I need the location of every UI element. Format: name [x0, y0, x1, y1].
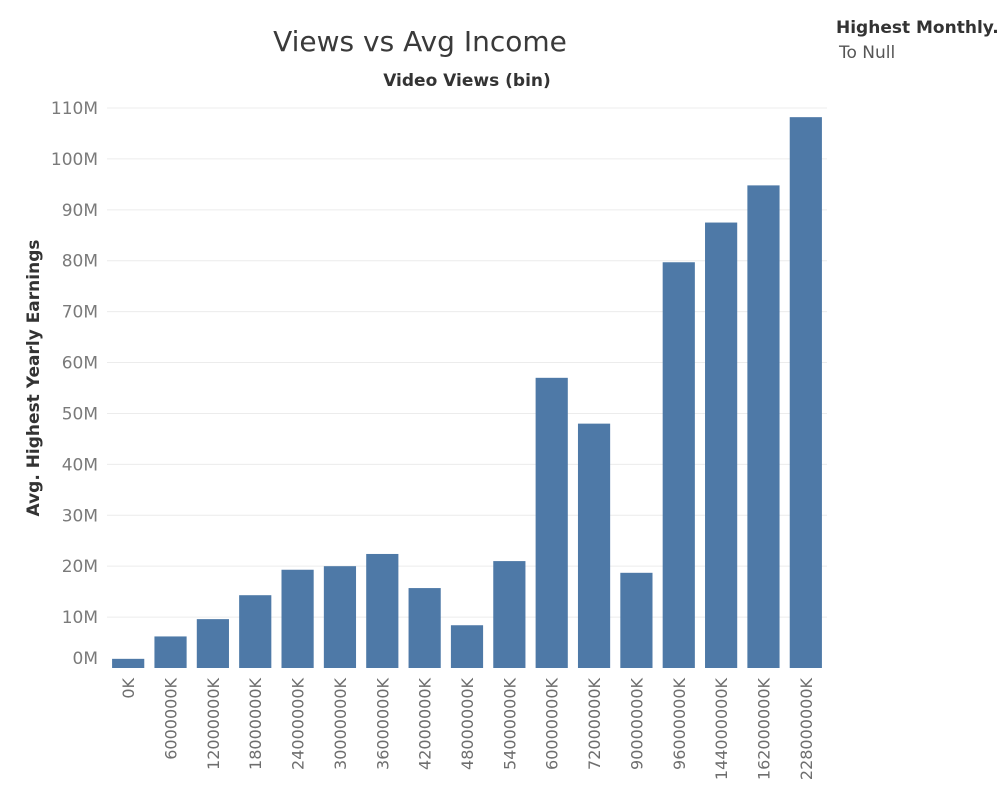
x-tick-label: 72000000K — [585, 678, 604, 770]
bar[interactable] — [196, 619, 229, 668]
chart-title: Views vs Avg Income — [273, 25, 567, 58]
bar[interactable] — [366, 553, 399, 668]
y-axis-ticks: 0M 10M 20M 30M 40M 50M 60M 70M 80M 90M 100M 110M — [51, 99, 98, 669]
x-tick-label: 42000000K — [416, 678, 435, 770]
y-tick-label: 20M — [62, 557, 98, 577]
x-tick-label: 18000000K — [246, 678, 265, 770]
x-tick-label: 36000000K — [373, 678, 392, 770]
x-tick-label: 90000000K — [627, 678, 646, 770]
gridlines — [107, 107, 827, 618]
y-tick-label: 60M — [62, 354, 98, 374]
x-tick-label: 144000000K — [712, 677, 731, 780]
y-tick-label: 50M — [62, 404, 98, 424]
bar[interactable] — [789, 117, 822, 668]
bar[interactable] — [112, 658, 145, 668]
x-axis-title: Video Views (bin) — [383, 71, 551, 91]
y-tick-label: 100M — [51, 150, 98, 170]
x-tick-label: 30000000K — [331, 678, 350, 770]
x-tick-label: 54000000K — [500, 678, 519, 770]
x-tick-label: 0K — [119, 677, 138, 698]
bars — [112, 117, 822, 668]
y-tick-label: 0M — [73, 649, 98, 669]
bar[interactable] — [662, 262, 695, 668]
bar[interactable] — [705, 222, 738, 668]
y-tick-label: 110M — [51, 99, 98, 119]
y-axis-title: Avg. Highest Yearly Earnings — [24, 240, 44, 517]
x-axis-ticks: 0K 6000000K 12000000K 18000000K 24000000K 300… — [119, 677, 816, 780]
bar[interactable] — [408, 588, 441, 668]
bar[interactable] — [450, 625, 484, 668]
bar[interactable] — [154, 636, 187, 668]
y-tick-label: 10M — [62, 608, 98, 628]
legend-item: To Null — [838, 43, 895, 63]
x-tick-label: 6000000K — [162, 677, 181, 759]
bar[interactable] — [493, 561, 526, 668]
y-tick-label: 90M — [62, 201, 98, 221]
y-tick-label: 80M — [62, 252, 98, 272]
x-tick-label: 60000000K — [543, 678, 562, 770]
legend-title: Highest Monthly.. — [836, 18, 1000, 38]
y-tick-label: 30M — [62, 506, 98, 526]
bar[interactable] — [239, 595, 272, 668]
bar[interactable] — [577, 423, 611, 668]
bar[interactable] — [535, 377, 568, 668]
bar[interactable] — [281, 569, 314, 668]
y-tick-label: 40M — [62, 455, 98, 475]
x-tick-label: 228000000K — [797, 677, 816, 780]
x-tick-label: 12000000K — [204, 678, 223, 770]
y-tick-label: 70M — [62, 303, 98, 323]
x-tick-label: 48000000K — [458, 678, 477, 770]
bar[interactable] — [620, 572, 653, 668]
x-tick-label: 24000000K — [289, 678, 308, 770]
bar[interactable] — [747, 185, 780, 668]
x-tick-label: 162000000K — [754, 677, 773, 780]
x-tick-label: 96000000K — [670, 678, 689, 770]
bar[interactable] — [323, 566, 357, 668]
